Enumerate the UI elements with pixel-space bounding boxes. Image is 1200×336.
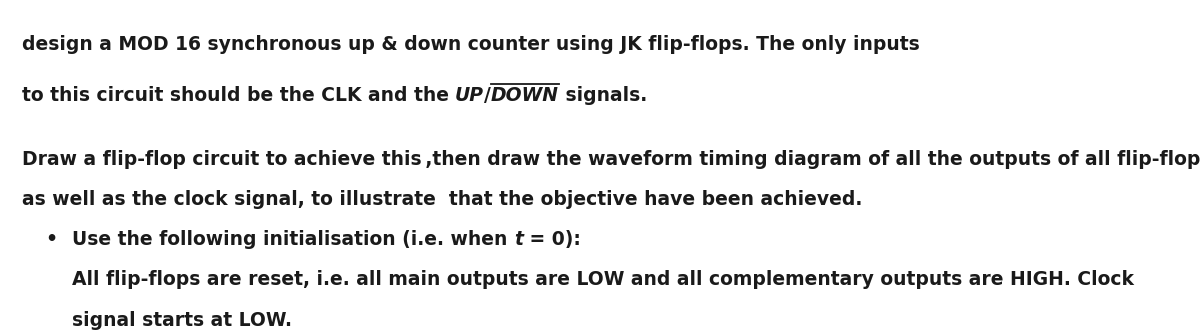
Text: /: / (484, 86, 491, 105)
Text: to this circuit should be the CLK and the: to this circuit should be the CLK and th… (22, 86, 455, 105)
Text: •: • (46, 230, 58, 249)
Text: signal starts at LOW.: signal starts at LOW. (72, 311, 292, 330)
Text: signals.: signals. (559, 86, 647, 105)
Text: design a MOD 16 synchronous up & down counter using JK flip-flops. The only inpu: design a MOD 16 synchronous up & down co… (22, 35, 919, 54)
Text: = 0):: = 0): (523, 230, 581, 249)
Text: t: t (514, 230, 523, 249)
Text: Use the following initialisation (i.e. when: Use the following initialisation (i.e. w… (72, 230, 514, 249)
Text: All flip-flops are reset, i.e. all main outputs are LOW and all complementary ou: All flip-flops are reset, i.e. all main … (72, 270, 1134, 290)
Text: UP: UP (455, 86, 484, 105)
Text: as well as the clock signal, to illustrate  that the objective have been achieve: as well as the clock signal, to illustra… (22, 190, 862, 209)
Text: DOWN: DOWN (491, 86, 559, 105)
Text: Draw a flip-flop circuit to achieve this ,then draw the waveform timing diagram : Draw a flip-flop circuit to achieve this… (22, 150, 1200, 169)
